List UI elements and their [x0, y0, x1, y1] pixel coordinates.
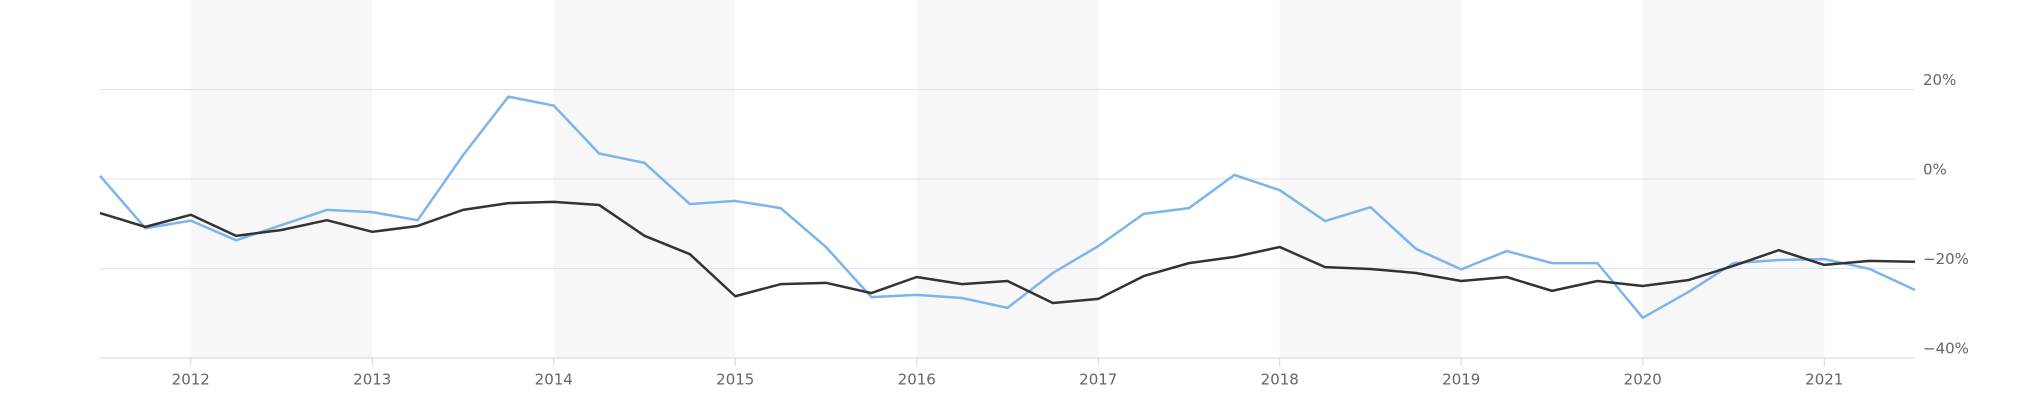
x-tick-label: 2013	[353, 371, 391, 389]
x-tick-label: 2012	[172, 371, 210, 389]
y-tick-label: 20%	[1923, 71, 1956, 89]
x-tick-label: 2018	[1261, 371, 1299, 389]
x-tick-label: 2015	[716, 371, 754, 389]
x-tick-label: 2016	[898, 371, 936, 389]
y-tick-label: −20%	[1923, 250, 1969, 268]
y-tick-label: 0%	[1923, 161, 1947, 179]
x-tick-label: 2020	[1624, 371, 1662, 389]
y-tick-label: −40%	[1923, 340, 1969, 358]
x-tick-label: 2014	[535, 371, 573, 389]
series-line	[99, 95, 1916, 319]
x-tick-label: 2021	[1805, 371, 1843, 389]
x-tick-label: 2019	[1442, 371, 1480, 389]
x-tick-label: 2017	[1079, 371, 1117, 389]
series-line	[99, 200, 1916, 305]
